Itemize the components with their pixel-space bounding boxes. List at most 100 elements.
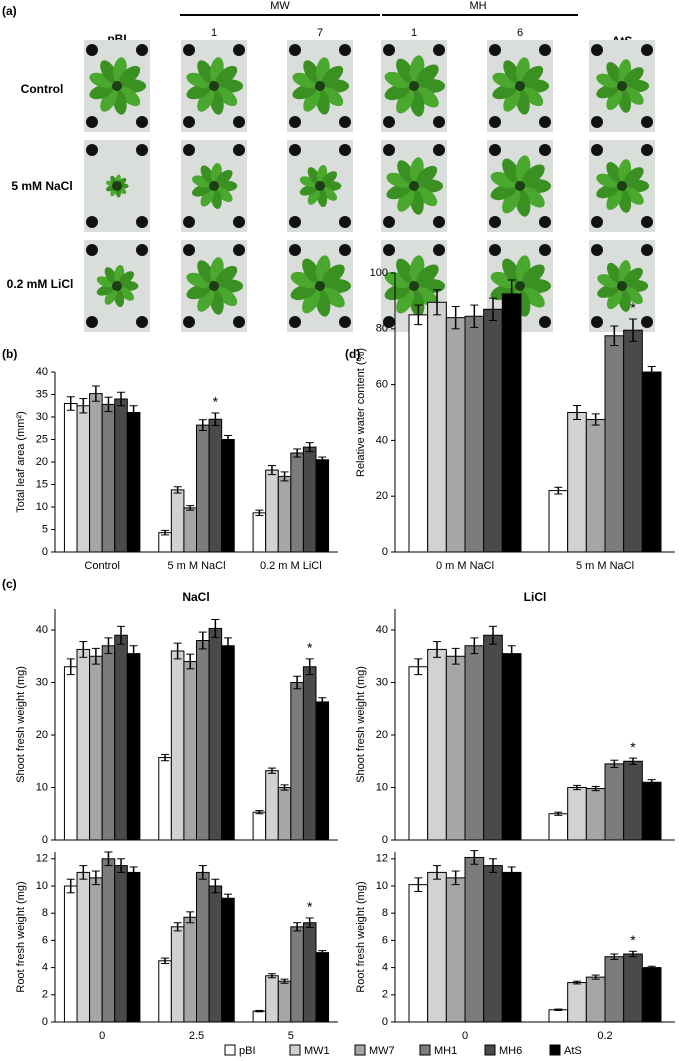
- rosette-center: [209, 81, 219, 91]
- leaf: [606, 188, 623, 210]
- y-axis-label: Root fresh weight (mg): [15, 881, 27, 992]
- photo-dot: [136, 216, 148, 228]
- leaf: [119, 65, 141, 85]
- leaf: [623, 67, 644, 86]
- leaf: [197, 60, 215, 84]
- leaf: [302, 258, 321, 283]
- bar: [604, 956, 625, 1023]
- y-tick-label: 35: [36, 388, 48, 400]
- y-tick-label: 30: [36, 676, 48, 688]
- leaf: [104, 267, 118, 284]
- y-tick-label: 6: [382, 934, 388, 946]
- leaf: [321, 171, 338, 186]
- photo-dot: [433, 44, 445, 56]
- bar: [196, 640, 210, 841]
- bar: [63, 666, 78, 841]
- leaf: [200, 165, 215, 184]
- y-tick-label: 100: [370, 267, 388, 279]
- bar: [158, 960, 172, 1023]
- bar: [445, 877, 466, 1023]
- chart-title: NaCl: [182, 590, 209, 604]
- bar: [126, 871, 141, 1023]
- rosette-center: [315, 181, 325, 191]
- leaf: [118, 286, 135, 301]
- y-tick-label: 40: [36, 624, 48, 636]
- y-tick-label: 10: [36, 880, 48, 892]
- panel-label: (b): [2, 347, 17, 361]
- y-tick-label: 20: [36, 456, 48, 468]
- bar: [76, 871, 91, 1023]
- leaf: [215, 186, 233, 203]
- photo-dot: [641, 144, 653, 156]
- leaf: [623, 286, 643, 305]
- bar: [315, 952, 330, 1023]
- photo-dot: [591, 244, 603, 256]
- leaf: [322, 264, 345, 285]
- y-tick-label: 40: [376, 434, 388, 446]
- photo-dot: [383, 144, 395, 156]
- photo-dot: [136, 244, 148, 256]
- significance-mark: *: [630, 932, 636, 948]
- photo-dot: [233, 244, 245, 256]
- bar: [170, 926, 185, 1023]
- photo-dot: [383, 44, 395, 56]
- leaf: [416, 165, 438, 185]
- leaf: [522, 287, 545, 308]
- y-tick-label: 4: [382, 962, 388, 974]
- bar: [89, 877, 103, 1023]
- photo-dot: [591, 44, 603, 56]
- photo-dot: [641, 316, 653, 328]
- photo-dot: [136, 316, 148, 328]
- leaf: [216, 65, 238, 85]
- leaf: [322, 65, 344, 85]
- bar: [101, 403, 116, 553]
- y-axis-label: Total leaf area (mm²): [15, 411, 27, 512]
- leaf: [215, 169, 233, 186]
- bar: [483, 865, 503, 1023]
- photo-dot: [433, 144, 445, 156]
- photo-dot: [641, 216, 653, 228]
- y-tick-label: 0: [42, 1016, 48, 1028]
- rosette-center: [315, 81, 325, 91]
- bar: [277, 475, 292, 553]
- bar: [252, 811, 267, 841]
- y-tick-label: 0: [382, 1016, 388, 1028]
- bar: [183, 916, 198, 1023]
- column-label: 6: [517, 27, 523, 39]
- bar: [548, 490, 569, 553]
- y-tick-label: 10: [376, 781, 388, 793]
- photo-dot: [289, 244, 301, 256]
- panel-label: (c): [2, 577, 17, 591]
- legend-swatch: [289, 1044, 301, 1056]
- bar: [252, 1010, 267, 1023]
- photo-dot: [86, 216, 98, 228]
- leaf: [397, 160, 415, 184]
- legend-swatch: [354, 1044, 366, 1056]
- photo-dot: [233, 44, 245, 56]
- photo-dot: [489, 44, 501, 56]
- photo-dot: [339, 244, 351, 256]
- bar: [567, 787, 587, 841]
- leaf: [118, 271, 135, 286]
- bar: [483, 308, 503, 553]
- significance-mark: *: [307, 899, 313, 915]
- leaf: [100, 88, 118, 112]
- bar: [315, 701, 330, 841]
- photo-dot: [539, 216, 551, 228]
- significance-mark: *: [213, 394, 219, 410]
- leaf: [502, 189, 521, 214]
- rosette-center: [112, 181, 122, 191]
- bar: [114, 398, 128, 553]
- photo-dot: [383, 244, 395, 256]
- leaf: [503, 60, 521, 84]
- bar: [126, 412, 141, 553]
- bar: [408, 884, 429, 1023]
- leaf: [522, 187, 545, 208]
- leaf: [303, 88, 321, 112]
- y-tick-label: 20: [376, 490, 388, 502]
- bar: [548, 813, 569, 841]
- photo-dot: [489, 144, 501, 156]
- rosette-center: [515, 81, 525, 91]
- photo-dot: [136, 116, 148, 128]
